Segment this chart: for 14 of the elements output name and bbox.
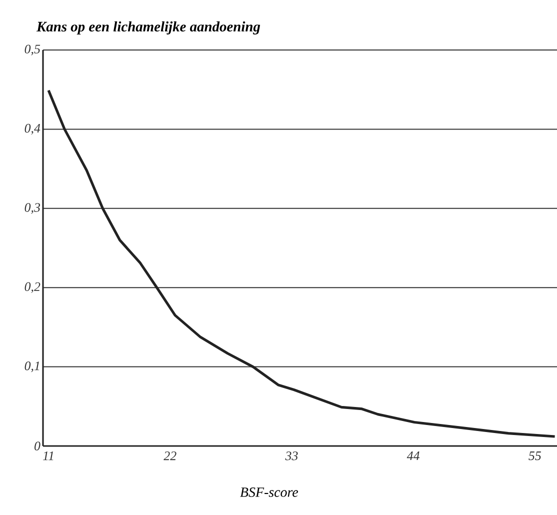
x-tick-label: 11 xyxy=(43,452,54,460)
y-axis-title: Kans op een lichamelijke aandoening xyxy=(36,21,260,34)
x-tick-label: 55 xyxy=(528,452,541,460)
x-tick-label: 44 xyxy=(406,452,420,460)
y-tick-label: 0,1 xyxy=(24,362,40,372)
y-tick-label: 0,5 xyxy=(24,44,40,56)
y-tick-label: 0,2 xyxy=(24,282,40,293)
x-tick-label: 33 xyxy=(285,452,298,460)
x-axis-title: BSF-score xyxy=(240,488,298,497)
y-tick-label: 0,3 xyxy=(24,203,40,214)
line-series xyxy=(47,89,556,438)
x-tick-label: 22 xyxy=(164,452,176,460)
y-tick-label: 0,4 xyxy=(24,124,40,135)
y-tick-label: 0 xyxy=(34,442,40,450)
